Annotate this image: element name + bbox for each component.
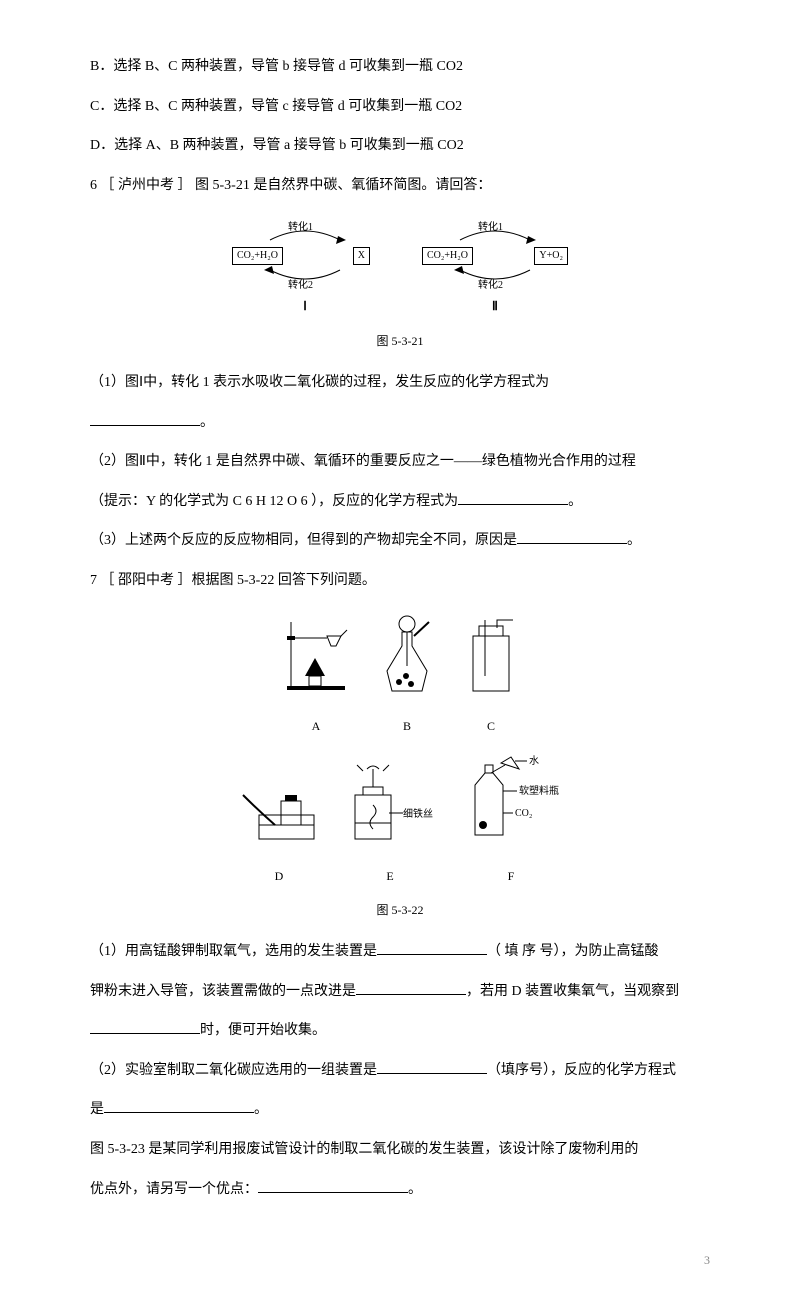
q7-p2-line2: 是。 (90, 1093, 710, 1127)
q7-p2-line1: （2）实验室制取二氧化碳应选用的一组装置是（填序号），反应的化学方程式 (90, 1054, 710, 1088)
q6-p2a: （2）图Ⅱ中，转化 1 是自然界中碳、氧循环的重要反应之一——绿色植物光合作用的… (90, 445, 710, 479)
ann-water: 水 (529, 755, 539, 767)
label-a: A (281, 712, 351, 741)
q6-p1: （1）图Ⅰ中，转化 1 表示水吸收二氧化碳的过程，发生反应的化学方程式为 (90, 366, 710, 400)
label-d: D (239, 862, 319, 891)
option-c: C．选择 B、C 两种装置，导管 c 接导管 d 可收集到一瓶 CO2 (90, 90, 710, 124)
cycle2-top-label: 转化1 (478, 216, 503, 240)
ann-co2: CO₂ (515, 808, 532, 819)
cycle1-right-box: X (353, 247, 370, 265)
option-d: D．选择 A、B 两种装置，导管 a 接导管 b 可收集到一瓶 CO2 (90, 129, 710, 163)
figure-5-3-21: CO₂+H₂O X 转化1 转化2 Ⅰ CO₂+H₂O Y+O₂ 转化1 转化2 (90, 220, 710, 356)
label-e: E (345, 862, 435, 891)
q6-p3: （3）上述两个反应的反应物相同，但得到的产物却完全不同，原因是。 (90, 524, 710, 558)
q6-title: 6 ［ 泸州中考 ］ 图 5-3-21 是自然界中碳、氧循环简图。请回答： (90, 169, 710, 203)
figure-5-3-22-caption: 图 5-3-22 (90, 896, 710, 925)
cycle2-bottom-label: 转化2 (478, 274, 503, 298)
q6-p2b: （提示：Y 的化学式为 C 6 H 12 O 6 ），反应的化学方程式为。 (90, 485, 710, 519)
cycle1-top-label: 转化1 (288, 216, 313, 240)
q7-title: 7 ［ 邵阳中考 ］根据图 5-3-22 回答下列问题。 (90, 564, 710, 598)
cycle1-bottom-label: 转化2 (288, 274, 313, 298)
label-b: B (377, 712, 437, 741)
figure-5-3-22: A B C (90, 616, 710, 926)
cycle2-left-box: CO₂+H₂O (422, 247, 473, 265)
label-f: F (461, 862, 561, 891)
q7-p3-line2: 优点外，请另写一个优点：。 (90, 1173, 710, 1207)
ann-bottle: 软塑料瓶 (519, 784, 559, 797)
label-c: C (463, 712, 519, 741)
cycle2-right-box: Y+O₂ (534, 247, 568, 265)
q7-p1-line3: 时，便可开始收集。 (90, 1014, 710, 1048)
ann-wire: 细铁丝 (403, 807, 433, 820)
q7-p1-line1: （1）用高锰酸钾制取氧气，选用的发生装置是（ 填 序 号），为防止高锰酸 (90, 935, 710, 969)
option-b: B．选择 B、C 两种装置，导管 b 接导管 d 可收集到一瓶 CO2 (90, 50, 710, 84)
q7-p3-line1: 图 5-3-23 是某同学利用报废试管设计的制取二氧化碳的发生装置，该设计除了废… (90, 1133, 710, 1167)
q7-p1-line2: 钾粉末进入导管，该装置需做的一点改进是，若用 D 装置收集氧气，当观察到 (90, 975, 710, 1009)
page-number: 3 (90, 1246, 710, 1275)
q6-p1-blank: 。 (90, 406, 710, 440)
cycle1-left-box: CO₂+H₂O (232, 247, 283, 265)
figure-5-3-21-caption: 图 5-3-21 (90, 327, 710, 356)
